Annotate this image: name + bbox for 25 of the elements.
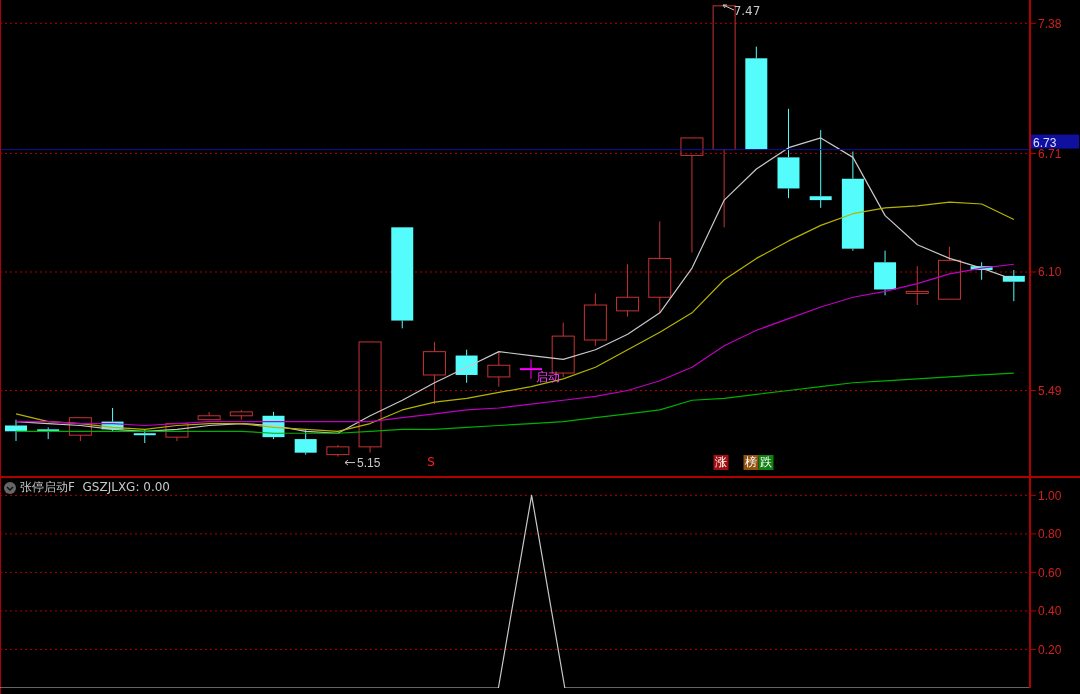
y-tick-label: 0.60 (1038, 565, 1062, 580)
candlestick (5, 419, 27, 442)
y-tick-label: 1.00 (1038, 488, 1062, 503)
annotation: 5.15 (356, 455, 381, 470)
candlestick (841, 151, 864, 252)
y-tick-label: 5.49 (1038, 383, 1062, 398)
candlestick (326, 444, 350, 458)
y-tick-label: 0.80 (1038, 527, 1062, 542)
annotation: S (427, 455, 435, 469)
candlestick (874, 250, 897, 296)
annotation: 榜 (745, 455, 757, 469)
candlestick (455, 349, 478, 384)
candlestick (777, 108, 800, 199)
candlestick (1002, 269, 1025, 302)
annotation: 启动 (536, 370, 560, 384)
candlestick (422, 341, 446, 405)
y-tick-label: 0.40 (1038, 604, 1062, 619)
y-tick-label: 0.20 (1038, 642, 1062, 657)
chart-title: 张停启动F GSZJLXG: 0.00 (20, 479, 170, 496)
candlestick (905, 265, 929, 306)
y-tick-label: 7.38 (1038, 16, 1062, 31)
candlestick (809, 129, 832, 209)
annotation: 涨 (715, 455, 727, 469)
annotation: 跌 (760, 455, 772, 469)
y-tick-label: 6.10 (1038, 265, 1062, 280)
